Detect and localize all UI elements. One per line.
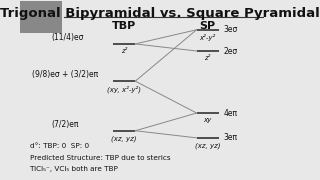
Text: (xz, yz): (xz, yz) — [195, 142, 220, 149]
Text: 3eπ: 3eπ — [224, 133, 238, 142]
Text: z²: z² — [204, 55, 211, 61]
Text: xy: xy — [204, 118, 212, 123]
Text: x²-y²: x²-y² — [200, 34, 216, 41]
Text: (7/2)eπ: (7/2)eπ — [52, 120, 79, 129]
Text: Predicted Structure: TBP due to sterics: Predicted Structure: TBP due to sterics — [30, 155, 170, 161]
Text: 3eσ: 3eσ — [224, 25, 238, 34]
FancyBboxPatch shape — [20, 1, 62, 33]
Text: (11/4)eσ: (11/4)eσ — [52, 33, 84, 42]
Text: (xy, x²-y²): (xy, x²-y²) — [107, 86, 141, 93]
Text: (xz, yz): (xz, yz) — [111, 135, 137, 142]
Text: d°: TBP: 0  SP: 0: d°: TBP: 0 SP: 0 — [30, 143, 89, 149]
Text: TiCl₅⁻, VCl₅ both are TBP: TiCl₅⁻, VCl₅ both are TBP — [30, 166, 117, 172]
Text: Trigonal Bipyramidal vs. Square Pyramidal: Trigonal Bipyramidal vs. Square Pyramida… — [0, 7, 320, 20]
Text: 4eπ: 4eπ — [224, 109, 238, 118]
Text: z²: z² — [121, 48, 127, 54]
Text: TBP: TBP — [112, 21, 136, 31]
Text: (9/8)eσ + (3/2)eπ: (9/8)eσ + (3/2)eπ — [32, 70, 99, 79]
Text: SP: SP — [200, 21, 216, 31]
Text: 2eσ: 2eσ — [224, 46, 238, 55]
